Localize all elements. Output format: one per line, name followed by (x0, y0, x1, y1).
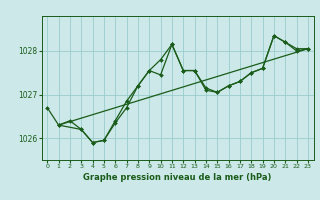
X-axis label: Graphe pression niveau de la mer (hPa): Graphe pression niveau de la mer (hPa) (84, 173, 272, 182)
